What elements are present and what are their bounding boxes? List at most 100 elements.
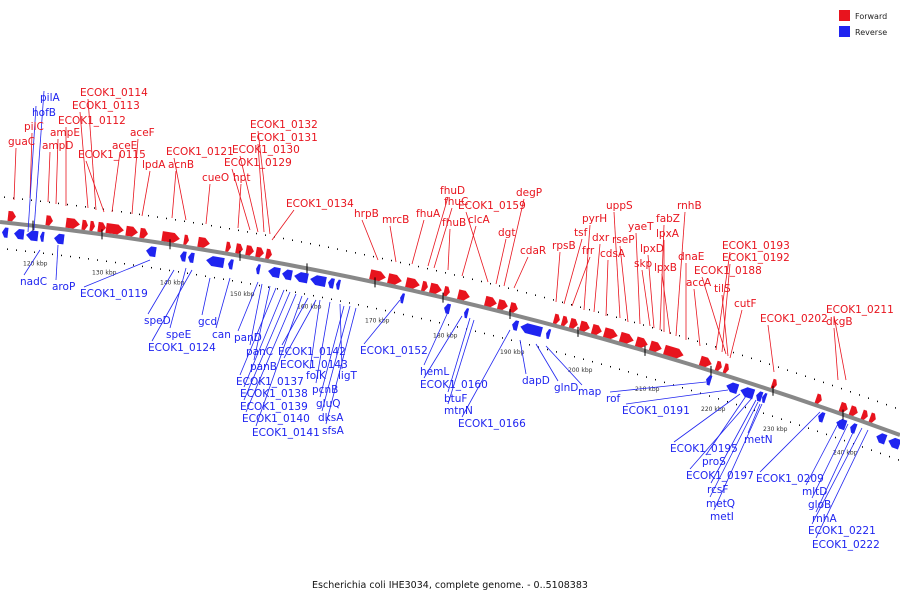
forward-gene-arrow [590,324,602,336]
reverse-gene-arrow [444,303,452,315]
gene-label-glnd: glnD [554,382,578,394]
reverse-gene-arrow [818,412,826,423]
minor-tick-mark [166,217,167,220]
gene-label-fhua: fhuA [416,208,441,220]
minor-tick-mark [790,421,791,423]
label-leader-line [721,294,729,357]
minor-tick-mark [403,313,404,316]
minor-tick-mark [868,397,869,399]
minor-tick-mark [139,213,140,216]
gene-label-arop: aroP [52,281,75,293]
label-leader-line [237,281,259,332]
minor-tick-mark [148,214,149,217]
reverse-gene-arrow [706,375,713,386]
minor-tick-mark [652,326,653,329]
reverse-gene-arrow [546,328,552,340]
gene-label-fhub: fhuB [442,217,466,229]
gene-label-ecok1-0192: ECOK1_0192 [722,252,790,264]
label-leader-line [495,238,507,285]
forward-gene-arrow [197,236,210,248]
kbp-tick-label: 230 kbp [763,426,788,433]
minor-tick-mark [814,378,815,381]
minor-tick-mark [688,337,689,340]
forward-gene-arrow [722,363,729,374]
label-leader-line [169,267,187,329]
label-leader-line [563,238,583,305]
minor-tick-mark [103,208,104,211]
gene-label-cdar: cdaR [520,245,546,257]
map-caption: Escherichia coli IHE3034, complete genom… [312,580,588,591]
gene-label-pand: panD [234,332,262,344]
reverse-gene-arrow [26,230,39,242]
label-leader-line [325,307,357,425]
minor-tick-mark [400,261,401,264]
label-leader-line [239,287,277,376]
label-leader-line [55,244,59,281]
minor-tick-mark [7,248,8,250]
minor-tick-mark [58,202,59,205]
minor-tick-mark [706,343,707,345]
gene-tracks [2,210,900,450]
gene-label-rof: rof [606,393,621,405]
kbp-tick-label: 200 kbp [568,367,593,374]
label-leader-line [805,419,841,486]
minor-tick-mark [31,199,32,201]
reverse-gene-arrow [888,437,900,450]
reverse-gene-arrow [54,233,65,245]
minor-tick-mark [763,412,764,414]
label-leader-line [715,251,731,351]
kbp-tick-label: 160 kbp [297,303,322,310]
minor-tick-mark [700,392,701,395]
forward-gene-arrow [369,269,386,282]
reverse-gene-arrow [40,231,45,242]
label-leader-line [173,157,187,221]
gene-label-hofb: hofB [32,107,56,119]
forward-gene-arrow [45,215,53,226]
kbp-tick-label: 140 kbp [160,279,185,286]
label-leader-line [249,283,263,346]
minor-tick-mark [502,337,503,339]
label-leader-line [243,291,291,401]
minor-tick-mark [205,275,206,277]
gene-label-ecok1-0132: ECOK1_0132 [250,119,318,131]
minor-tick-mark [880,452,881,455]
minor-tick-mark [214,276,215,279]
label-leader-line [713,403,763,511]
gene-label-ecok1-0140: ECOK1_0140 [242,413,310,425]
minor-tick-mark [841,387,842,390]
gene-label-dnae: dnaE [678,251,704,263]
label-leader-line [759,411,821,473]
minor-tick-mark [526,292,527,294]
label-leader-line [257,143,265,233]
minor-tick-mark [715,346,716,348]
minor-tick-mark [895,407,896,409]
gene-label-rcsf: rcsF [707,484,728,496]
gene-label-ecok1-0195: ECOK1_0195 [670,443,738,455]
kbp-tick-label: 190 kbp [500,349,525,356]
minor-tick-mark [340,300,341,302]
minor-tick-mark [754,409,755,412]
gene-label-ampe: ampE [50,127,80,139]
gene-label-hpt: hpt [233,172,250,184]
minor-tick-mark [409,263,410,266]
minor-tick-mark [625,319,626,321]
gene-label-dkgb: dkgB [826,316,853,328]
gene-label-hrpb: hrpB [354,208,379,220]
minor-tick-mark [679,335,680,337]
gene-label-sped: speD [144,315,171,327]
label-leader-line [513,256,529,289]
label-leader-line [447,228,451,271]
minor-tick-mark [778,366,779,368]
minor-tick-mark [364,253,365,256]
minor-tick-mark [385,309,386,312]
label-leader-line [729,309,743,359]
minor-tick-mark [697,340,698,343]
forward-gene-arrow [560,315,568,327]
minor-tick-mark [805,375,806,377]
label-leader-line [503,198,525,287]
label-leader-line [231,168,251,231]
gene-label-ecok1-0202: ECOK1_0202 [760,313,828,325]
minor-tick-mark [844,439,845,442]
minor-tick-mark [394,311,395,314]
minor-tick-mark [589,308,590,311]
